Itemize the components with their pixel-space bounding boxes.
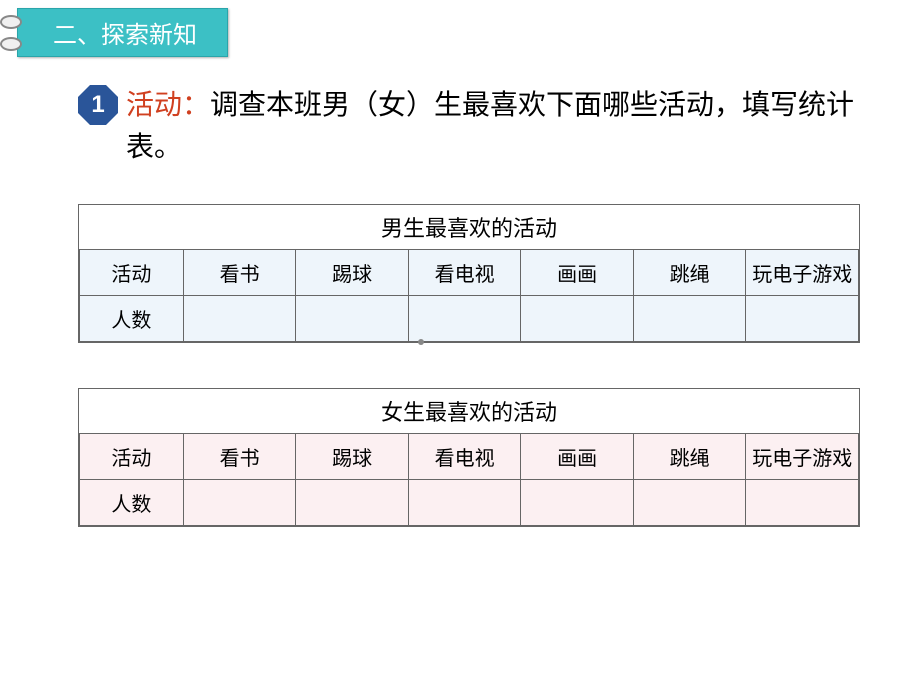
content-area: 1 活动：调查本班男（女）生最喜欢下面哪些活动，填写统计表。 男生最喜欢的活动 … (78, 85, 860, 572)
section-title-tab: 二、探索新知 (17, 8, 228, 57)
tables-section: 男生最喜欢的活动 活动 看书 踢球 看电视 画画 跳绳 玩电子游戏 人数 (78, 204, 860, 527)
table-cell (296, 480, 409, 526)
table-cell (521, 296, 634, 342)
table-row: 人数 (80, 480, 859, 526)
table-cell: 看书 (183, 434, 296, 480)
table-cell: 画画 (521, 250, 634, 296)
table-cell: 看电视 (408, 434, 521, 480)
table-cell: 画画 (521, 434, 634, 480)
table-cell: 看书 (183, 250, 296, 296)
table-row: 人数 (80, 296, 859, 342)
row-header: 活动 (80, 434, 184, 480)
girls-table-block: 女生最喜欢的活动 活动 看书 踢球 看电视 画画 跳绳 玩电子游戏 人数 (78, 388, 860, 527)
boys-table: 活动 看书 踢球 看电视 画画 跳绳 玩电子游戏 人数 (79, 249, 859, 342)
table-cell (633, 296, 746, 342)
girls-table-title: 女生最喜欢的活动 (79, 389, 859, 433)
table-cell: 跳绳 (633, 250, 746, 296)
section-title: 二、探索新知 (53, 22, 197, 49)
girls-table: 活动 看书 踢球 看电视 画画 跳绳 玩电子游戏 人数 (79, 433, 859, 526)
table-cell: 踢球 (296, 434, 409, 480)
table-cell (183, 296, 296, 342)
activity-label: 活动： (126, 90, 210, 121)
boys-table-title: 男生最喜欢的活动 (79, 205, 859, 249)
table-row: 活动 看书 踢球 看电视 画画 跳绳 玩电子游戏 (80, 250, 859, 296)
table-cell (746, 480, 859, 526)
table-cell (296, 296, 409, 342)
table-cell: 看电视 (408, 250, 521, 296)
row-header: 活动 (80, 250, 184, 296)
header-bar: 二、探索新知 (0, 8, 228, 57)
activity-text: 活动：调查本班男（女）生最喜欢下面哪些活动，填写统计表。 (126, 85, 860, 169)
row-header: 人数 (80, 480, 184, 526)
binder-rings (0, 15, 22, 51)
table-cell (408, 296, 521, 342)
table-cell: 跳绳 (633, 434, 746, 480)
activity-heading: 1 活动：调查本班男（女）生最喜欢下面哪些活动，填写统计表。 (78, 85, 860, 169)
table-cell (746, 296, 859, 342)
table-cell (183, 480, 296, 526)
table-cell: 玩电子游戏 (746, 434, 859, 480)
activity-description: 调查本班男（女）生最喜欢下面哪些活动，填写统计表。 (126, 90, 854, 163)
table-cell (521, 480, 634, 526)
ring-icon (0, 15, 22, 29)
ring-icon (0, 37, 22, 51)
table-cell: 玩电子游戏 (746, 250, 859, 296)
badge-number: 1 (91, 91, 104, 119)
row-header: 人数 (80, 296, 184, 342)
table-cell (408, 480, 521, 526)
table-cell (633, 480, 746, 526)
table-row: 活动 看书 踢球 看电视 画画 跳绳 玩电子游戏 (80, 434, 859, 480)
dot-icon (418, 339, 424, 345)
boys-table-block: 男生最喜欢的活动 活动 看书 踢球 看电视 画画 跳绳 玩电子游戏 人数 (78, 204, 860, 343)
table-cell: 踢球 (296, 250, 409, 296)
number-badge: 1 (78, 85, 118, 125)
